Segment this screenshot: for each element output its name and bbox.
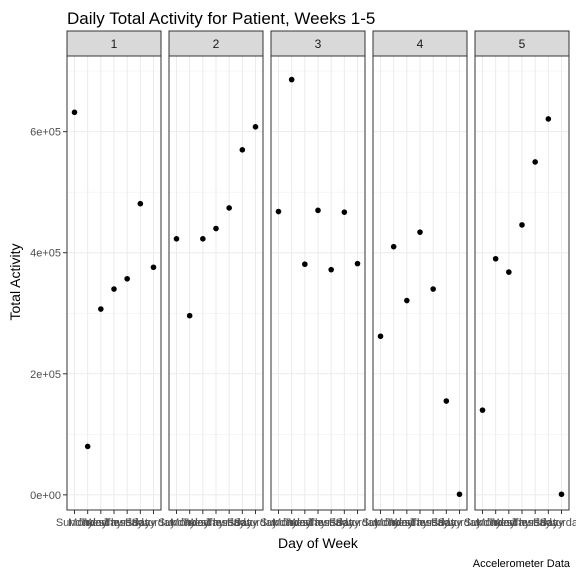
- data-point: [124, 275, 130, 282]
- x-tick-label: Tuesday: [488, 517, 530, 529]
- data-point: [111, 286, 117, 292]
- x-tick-label: Saturday: [539, 517, 576, 529]
- data-point: [137, 200, 144, 207]
- x-tick-label: Wednesday: [493, 517, 551, 529]
- data-point: [84, 443, 91, 450]
- x-tick-label: Thursday: [512, 517, 558, 529]
- data-point: [213, 225, 219, 232]
- data-point: [404, 297, 410, 304]
- facet-strip-label: 3: [315, 37, 322, 51]
- facet-panels: 1SundayMondayTuesdayWednesdayThursdayFri…: [56, 30, 576, 529]
- data-point: [545, 116, 552, 122]
- x-tick-label: Monday: [170, 517, 210, 529]
- data-point: [341, 209, 348, 215]
- x-tick-label: Sunday: [260, 517, 298, 529]
- x-tick-label: Wednesday: [187, 517, 245, 529]
- data-point: [302, 261, 308, 268]
- data-point: [288, 76, 295, 83]
- x-tick-label: Thursday: [410, 517, 456, 529]
- data-point: [328, 266, 334, 273]
- data-point: [71, 109, 78, 116]
- facet-strip-label: 5: [519, 37, 526, 51]
- x-tick-label: Monday: [68, 517, 108, 529]
- facet-strip-label: 4: [417, 37, 424, 51]
- data-point: [443, 398, 450, 404]
- x-tick-label: Saturday: [233, 517, 278, 529]
- x-tick-label: Sunday: [464, 517, 502, 529]
- y-tick-label: 4e+05: [30, 248, 61, 260]
- y-axis: 0e+00 2e+05 4e+05 6e+05: [30, 127, 67, 502]
- x-tick-label: Friday: [431, 517, 462, 529]
- data-point: [506, 269, 512, 275]
- data-point: [479, 407, 486, 413]
- y-axis-title: Total Activity: [7, 243, 23, 320]
- facet-strip-label: 2: [213, 37, 220, 51]
- facet-strip-label: 1: [111, 37, 118, 51]
- x-tick-label: Thursday: [206, 517, 252, 529]
- data-point: [315, 207, 321, 214]
- chart-title: Daily Total Activity for Patient, Weeks …: [67, 9, 375, 28]
- x-tick-label: Sunday: [56, 517, 94, 529]
- x-tick-label: Saturday: [335, 517, 380, 529]
- facet-panel-3: 3 SundayMondayTuesdayWednesdayThursdayFri…: [260, 30, 380, 529]
- facet-panel-2: 2 SundayMondayTuesdayWednesdayThursdayFri…: [158, 30, 278, 529]
- x-tick-label: Monday: [374, 517, 414, 529]
- data-point: [98, 306, 104, 312]
- data-point: [354, 260, 361, 267]
- x-tick-label: Thursday: [308, 517, 354, 529]
- y-tick-label: 6e+05: [30, 127, 61, 139]
- x-tick-label: Tuesday: [182, 517, 224, 529]
- x-tick-label: Sunday: [362, 517, 400, 529]
- x-tick-label: Friday: [533, 517, 564, 529]
- data-point: [532, 159, 538, 165]
- data-point: [252, 124, 259, 130]
- x-tick-label: Friday: [227, 517, 258, 529]
- data-point: [492, 255, 499, 262]
- facet-panel-5: 5 SundayMondayTuesdayWednesdayThursdayFri…: [464, 30, 576, 529]
- x-tick-label: Saturday: [131, 517, 176, 529]
- facet-panel-4: 4 SundayMondayTuesdayWednesdayThursdayFri…: [362, 30, 482, 529]
- data-point: [430, 286, 436, 292]
- data-point: [186, 312, 193, 319]
- x-tick-label: Tuesday: [284, 517, 326, 529]
- facet-panel-1: 1 SundayMondayTuesdayWednesdayThursdayFri…: [56, 30, 176, 529]
- data-point: [377, 333, 384, 340]
- x-tick-label: Tuesday: [80, 517, 122, 529]
- x-axis-title: Day of Week: [278, 535, 359, 551]
- x-tick-label: Tuesday: [386, 517, 428, 529]
- x-tick-label: Wednesday: [391, 517, 449, 529]
- facet-strip: [372, 30, 468, 57]
- x-tick-label: Friday: [329, 517, 360, 529]
- data-point: [456, 491, 463, 498]
- data-point: [173, 236, 180, 242]
- data-point: [519, 222, 525, 228]
- data-point: [200, 236, 206, 242]
- y-tick-label: 0e+00: [30, 490, 61, 502]
- data-point: [239, 147, 246, 153]
- x-tick-label: Saturday: [437, 517, 482, 529]
- x-tick-label: Wednesday: [289, 517, 347, 529]
- x-tick-label: Sunday: [158, 517, 196, 529]
- x-tick-label: Monday: [272, 517, 312, 529]
- data-point: [275, 208, 282, 215]
- chart-caption: Accelerometer Data: [473, 558, 571, 570]
- x-tick-label: Wednesday: [85, 517, 143, 529]
- data-point: [558, 491, 565, 498]
- x-tick-label: Friday: [125, 517, 156, 529]
- facet-strip: [474, 30, 570, 57]
- facet-strip: [66, 30, 162, 57]
- x-tick-label: Monday: [476, 517, 516, 529]
- data-point: [226, 205, 232, 211]
- data-point: [390, 243, 397, 250]
- data-point: [417, 229, 423, 235]
- data-point: [150, 264, 157, 271]
- y-tick-label: 2e+05: [30, 369, 61, 381]
- x-tick-label: Thursday: [104, 517, 150, 529]
